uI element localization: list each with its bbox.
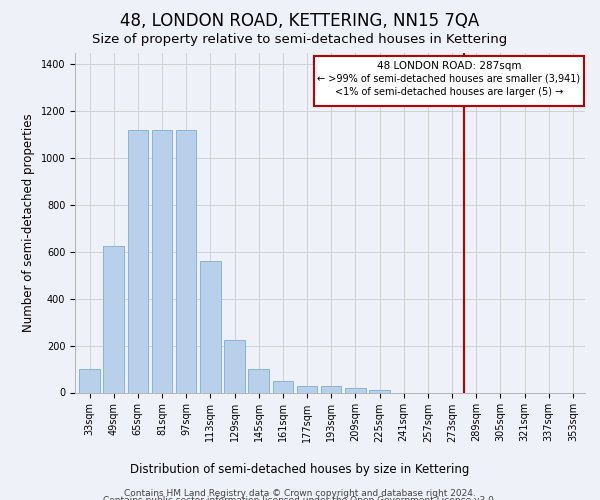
Text: <1% of semi-detached houses are larger (5) →: <1% of semi-detached houses are larger (… — [335, 86, 563, 97]
FancyBboxPatch shape — [314, 56, 584, 106]
Text: Contains HM Land Registry data © Crown copyright and database right 2024.: Contains HM Land Registry data © Crown c… — [124, 489, 476, 498]
Text: Distribution of semi-detached houses by size in Kettering: Distribution of semi-detached houses by … — [130, 462, 470, 475]
Bar — [152, 130, 172, 392]
Bar — [369, 390, 390, 392]
Bar — [248, 369, 269, 392]
Bar — [200, 261, 221, 392]
Bar — [297, 386, 317, 392]
Text: 48 LONDON ROAD: 287sqm: 48 LONDON ROAD: 287sqm — [377, 60, 521, 70]
Bar — [321, 386, 341, 392]
Bar — [272, 381, 293, 392]
Y-axis label: Number of semi-detached properties: Number of semi-detached properties — [22, 113, 35, 332]
Bar — [103, 246, 124, 392]
Bar — [79, 369, 100, 392]
Text: ← >99% of semi-detached houses are smaller (3,941): ← >99% of semi-detached houses are small… — [317, 74, 581, 84]
Text: Size of property relative to semi-detached houses in Kettering: Size of property relative to semi-detach… — [92, 32, 508, 46]
Bar — [345, 388, 365, 392]
Text: 48, LONDON ROAD, KETTERING, NN15 7QA: 48, LONDON ROAD, KETTERING, NN15 7QA — [121, 12, 479, 30]
Bar — [224, 340, 245, 392]
Text: Contains public sector information licensed under the Open Government Licence v3: Contains public sector information licen… — [103, 496, 497, 500]
Bar — [128, 130, 148, 392]
Bar — [176, 130, 196, 392]
